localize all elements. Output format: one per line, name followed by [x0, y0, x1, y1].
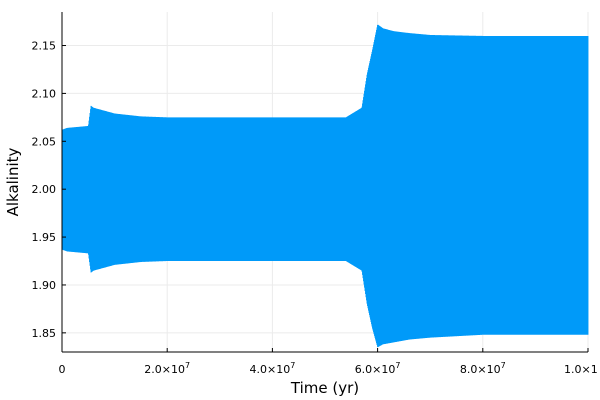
y-axis-label: Alkalinity	[4, 147, 22, 216]
x-tick-label: 0	[59, 363, 66, 376]
y-tick-label: 2.15	[32, 40, 57, 53]
x-tick-label: 6.0×107	[355, 361, 401, 376]
x-tick-labels: 0 2.0×107 4.0×107 6.0×107 8.0×107 1.0×1	[59, 361, 598, 376]
x-tick-label: 4.0×107	[249, 361, 295, 376]
y-tick-labels: 1.85 1.90 1.95 2.00 2.05 2.10 2.15	[32, 40, 57, 340]
axes	[61, 12, 589, 353]
x-tick-label: 2.0×107	[144, 361, 190, 376]
y-tick-label: 1.90	[32, 279, 57, 292]
plot-area	[61, 24, 589, 347]
y-tick-label: 2.00	[32, 183, 57, 196]
x-axis-label: Time (yr)	[290, 379, 359, 397]
alkalinity-series	[61, 24, 589, 347]
x-tick-label: 8.0×107	[460, 361, 506, 376]
y-tick-label: 2.05	[32, 135, 57, 148]
y-tick-label: 2.10	[32, 87, 57, 100]
y-tick-label: 1.95	[32, 231, 57, 244]
x-tick-label: 1.0×1	[564, 363, 598, 376]
y-tick-label: 1.85	[32, 327, 57, 340]
